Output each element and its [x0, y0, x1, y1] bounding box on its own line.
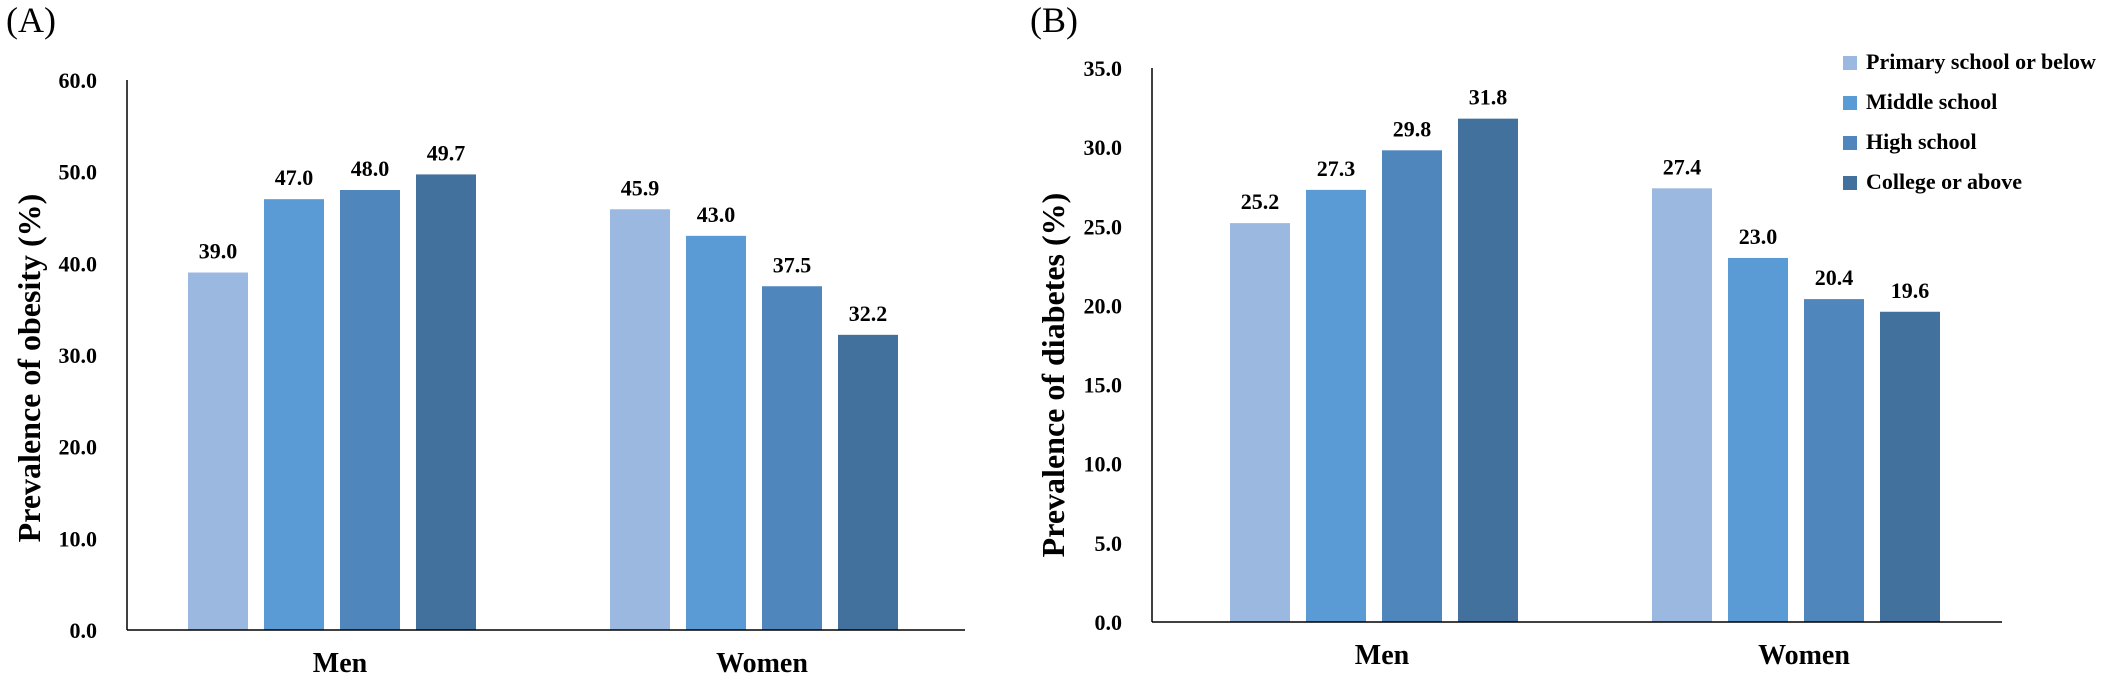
- y-tick-label: 0.0: [1095, 610, 1123, 635]
- bar: [1458, 118, 1518, 622]
- y-tick-label: 15.0: [1084, 373, 1123, 398]
- y-axis-title-b: Prevalence of diabetes (%): [1035, 193, 1071, 558]
- bar: [762, 286, 822, 630]
- y-tick-label: 10.0: [59, 526, 98, 551]
- data-label: 27.4: [1663, 154, 1702, 179]
- legend-swatch: [1843, 56, 1857, 70]
- y-tick-label: 35.0: [1084, 56, 1123, 81]
- x-category-label: Men: [1355, 640, 1410, 671]
- data-label: 25.2: [1241, 189, 1280, 214]
- bar: [686, 235, 746, 631]
- bars-a: [188, 174, 898, 631]
- data-label: 45.9: [621, 175, 660, 200]
- bar: [1306, 189, 1366, 622]
- panel-label-b: (B): [1030, 0, 1078, 40]
- bar: [1804, 299, 1864, 622]
- legend-entry: High school: [1866, 129, 1977, 154]
- y-tick-label: 30.0: [1084, 135, 1123, 160]
- data-label: 20.4: [1815, 265, 1854, 290]
- legend-swatch: [1843, 96, 1857, 110]
- legend-entry: Middle school: [1866, 89, 1997, 114]
- bar: [1652, 188, 1712, 622]
- y-axis-title-a: Prevalence of obesity (%): [11, 194, 47, 543]
- legend-entry: College or above: [1866, 169, 2022, 194]
- panel-label-a: (A): [6, 0, 56, 40]
- data-label: 19.6: [1891, 278, 1930, 303]
- bar: [1880, 311, 1940, 622]
- data-label: 43.0: [697, 202, 736, 227]
- legend-swatch: [1843, 136, 1857, 150]
- bar: [1382, 150, 1442, 622]
- data-label: 23.0: [1739, 224, 1778, 249]
- y-tick-label: 5.0: [1095, 531, 1123, 556]
- data-label: 27.3: [1317, 156, 1356, 181]
- y-tick-label: 20.0: [59, 435, 98, 460]
- y-tick-label: 0.0: [70, 618, 98, 643]
- bar: [1728, 257, 1788, 622]
- y-tick-label: 50.0: [59, 160, 98, 185]
- obesity-chart-panel: (A) Prevalence of obesity (%) 0.0 10.0 20.…: [6, 0, 965, 678]
- diabetes-chart-panel: (B) Prevalence of diabetes (%) 0.0 5.0 10.…: [1030, 0, 2096, 671]
- y-tick-label: 25.0: [1084, 214, 1123, 239]
- legend-entry: Primary school or below: [1866, 49, 2096, 74]
- bar: [838, 334, 898, 630]
- bar: [416, 174, 476, 630]
- bar: [188, 272, 248, 630]
- y-tick-labels-b: 0.0 5.0 10.0 15.0 20.0 25.0 30.0 35.0: [1084, 56, 1123, 635]
- data-label: 47.0: [275, 165, 314, 190]
- y-tick-label: 20.0: [1084, 293, 1123, 318]
- data-labels-a: 39.0 47.0 48.0 49.7 45.9 43.0 37.5 32.2: [199, 140, 888, 325]
- bar: [340, 190, 400, 630]
- bar: [264, 199, 324, 630]
- bar: [610, 209, 670, 630]
- data-label: 49.7: [427, 140, 466, 165]
- data-label: 39.0: [199, 239, 238, 264]
- data-labels-b: 25.2 27.3 29.8 31.8 27.4 23.0 20.4 19.6: [1241, 85, 1930, 303]
- x-category-label: Women: [716, 648, 808, 678]
- bars-b: [1230, 118, 1940, 622]
- data-label: 48.0: [351, 156, 390, 181]
- data-label: 29.8: [1393, 116, 1432, 141]
- y-tick-label: 10.0: [1084, 452, 1123, 477]
- y-tick-labels-a: 0.0 10.0 20.0 30.0 40.0 50.0 60.0: [59, 68, 98, 643]
- legend: Primary school or below Middle school High…: [1843, 49, 2096, 194]
- data-label: 37.5: [773, 252, 812, 277]
- y-tick-label: 60.0: [59, 68, 98, 93]
- x-category-label: Women: [1758, 640, 1850, 671]
- category-labels-b: Men Women: [1355, 640, 1851, 671]
- y-tick-label: 30.0: [59, 343, 98, 368]
- data-label: 31.8: [1469, 85, 1508, 110]
- legend-swatch: [1843, 176, 1857, 190]
- bar: [1230, 223, 1290, 622]
- category-labels-a: Men Women: [313, 648, 809, 678]
- x-category-label: Men: [313, 648, 368, 678]
- data-label: 32.2: [849, 301, 888, 326]
- y-tick-label: 40.0: [59, 251, 98, 276]
